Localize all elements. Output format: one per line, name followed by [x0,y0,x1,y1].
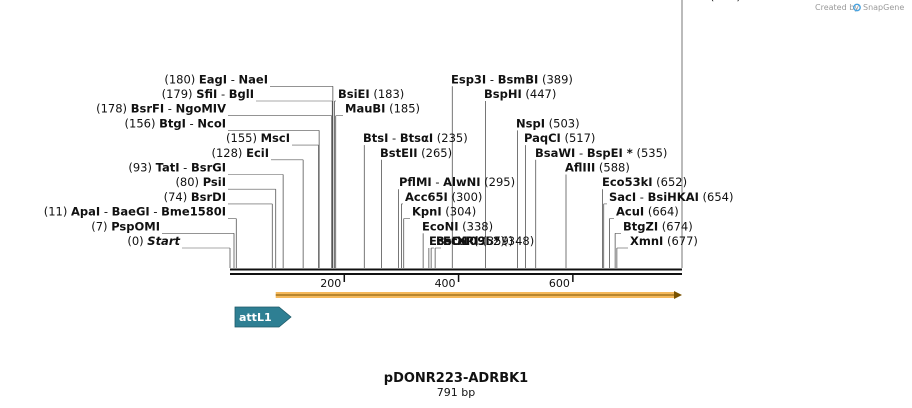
site-label-saci[interactable]: SacI - BsiHKAI (654) [609,190,733,204]
feature-arrow-attl1[interactable] [234,306,292,328]
orf-arrow[interactable] [275,291,682,299]
site-label-bsawi[interactable]: BsaWI - BspEI * (535) [535,146,667,160]
site-label-bsteii[interactable]: BstEII (265) [380,146,452,160]
site-label-bsphi[interactable]: BspHI (447) [484,87,556,101]
site-label-bsrdi[interactable]: (74) BsrDI [164,190,226,204]
site-label-pspomi[interactable]: (7) PspOMI [91,219,160,233]
site-label-bstxi[interactable]: BstXI (352) [436,234,505,248]
map-title: pDONR223-ADRBK1 [384,371,528,386]
brand-text: SnapGene [863,3,904,12]
site-label-pflmi[interactable]: PflMI - AlwNI (295) [399,175,515,189]
cut-site-lines [162,0,683,268]
site-label-btsi[interactable]: BtsI - BtsαI (235) [363,131,468,145]
ruler: 200 400 600 [320,274,574,290]
site-label-maubi[interactable]: MauBI (185) [345,102,420,116]
site-label-xmni[interactable]: XmnI (677) [630,234,698,248]
feature-track: attL1 [234,306,292,328]
site-label-ecoo109i-[interactable]: EcoO109I * (348) [429,234,534,248]
site-label-eagi[interactable]: (180) EagI - NaeI [164,72,268,86]
site-label-apai[interactable]: (11) ApaI - BaeGI - Bme1580I [44,205,226,219]
ruler-tick-label: 200 [320,277,341,290]
ruler-tick-label: 400 [435,277,456,290]
feature-label-attl1: attL1 [239,311,272,324]
snapgene-logo-icon [853,3,861,12]
site-label-end[interactable]: End (791) [682,0,741,3]
site-label-acui[interactable]: AcuI (664) [616,205,679,219]
site-label-acc65i[interactable]: Acc65I (300) [405,190,482,204]
cut-site-labels: (0) Start(7) PspOMI(11) ApaI - BaeGI - B… [44,0,741,248]
site-label-psii[interactable]: (80) PsiI [175,175,226,189]
site-label-msci[interactable]: (155) MscI [226,131,290,145]
site-label-bsiei[interactable]: BsiEI (183) [338,87,404,101]
site-label-afliii[interactable]: AflIII (588) [565,161,630,175]
site-label-sfii[interactable]: (179) SfiI - BglI [162,87,254,101]
site-label-econi[interactable]: EcoNI (338) [422,219,493,233]
site-label-tati[interactable]: (93) TatI - BsrGI [128,161,226,175]
site-label-bsrfi[interactable]: (178) BsrFI - NgoMIV [96,102,226,116]
orf-arrowhead-icon [674,291,682,299]
site-label-ecori[interactable]: EcoRI (359) [443,234,513,248]
site-label-nspi[interactable]: NspI (503) [516,116,580,130]
credit-text: Created by [815,3,859,12]
sequence-backbone [230,268,682,275]
site-label-ecii[interactable]: (128) EciI [212,146,270,160]
site-label-btgzi[interactable]: BtgZI (674) [623,219,693,233]
site-label-paqci[interactable]: PaqCI (517) [524,131,595,145]
site-label-btgi[interactable]: (156) BtgI - NcoI [125,116,226,130]
map-length: 791 bp [437,386,475,399]
ruler-tick-label: 600 [549,277,570,290]
site-label-kpni[interactable]: KpnI (304) [412,205,476,219]
site-label-start[interactable]: (0) Start [127,234,180,248]
site-label-eco53ki[interactable]: Eco53kI (652) [602,175,687,189]
site-label-esp3i[interactable]: Esp3I - BsmBI (389) [451,72,573,86]
